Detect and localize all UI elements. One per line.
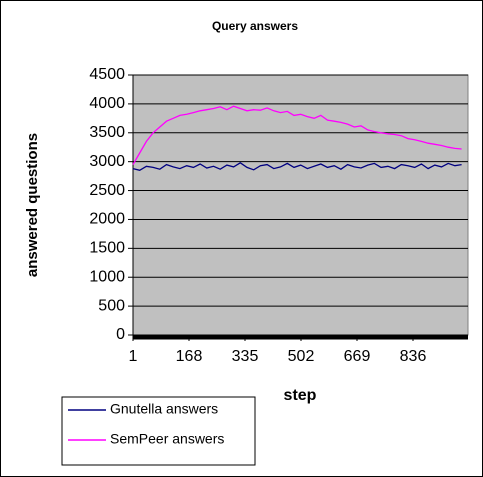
y-tick-label: 2000 bbox=[89, 211, 125, 228]
y-tick-label: 4500 bbox=[89, 66, 125, 83]
x-tick-label: 502 bbox=[288, 348, 315, 365]
legend-label: SemPeer answers bbox=[110, 431, 224, 447]
y-tick-label: 4000 bbox=[89, 95, 125, 112]
y-axis-label: answered questions bbox=[24, 133, 41, 277]
x-tick-label: 335 bbox=[232, 348, 259, 365]
y-tick-label: 2500 bbox=[89, 182, 125, 199]
y-tick-label: 0 bbox=[116, 326, 125, 343]
chart-title: Query answers bbox=[212, 19, 298, 33]
y-tick-label: 3500 bbox=[89, 124, 125, 141]
legend-box bbox=[61, 396, 256, 466]
x-tick-label: 1 bbox=[129, 348, 138, 365]
x-axis-label: step bbox=[284, 387, 317, 404]
y-tick-label: 1500 bbox=[89, 240, 125, 257]
y-tick-label: 3000 bbox=[89, 153, 125, 170]
x-tick-label: 168 bbox=[176, 348, 203, 365]
legend-label: Gnutella answers bbox=[110, 401, 218, 417]
y-tick-label: 500 bbox=[98, 297, 125, 314]
data-line bbox=[132, 162, 462, 171]
x-tick-label: 836 bbox=[400, 348, 427, 365]
data-line bbox=[132, 105, 462, 165]
x-tick-label: 669 bbox=[344, 348, 371, 365]
y-tick-label: 1000 bbox=[89, 268, 125, 285]
